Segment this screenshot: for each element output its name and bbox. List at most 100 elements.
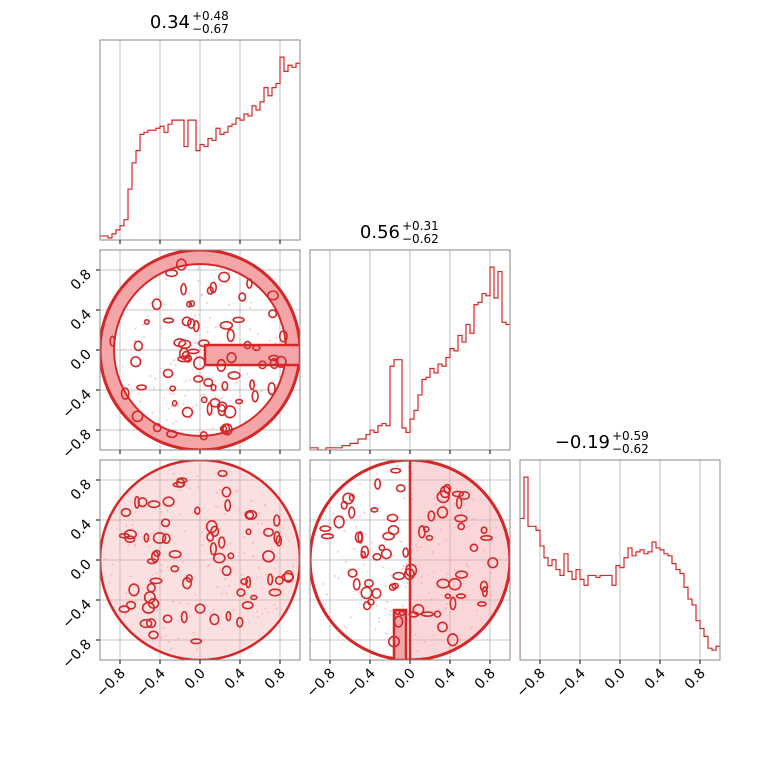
scatter-point: [357, 592, 360, 595]
scatter-point: [258, 511, 261, 514]
scatter-point: [127, 544, 130, 547]
scatter-point: [469, 524, 472, 527]
contour-island: [458, 491, 471, 500]
scatter-point: [400, 540, 403, 543]
scatter-point: [195, 404, 198, 407]
contour-island: [425, 534, 434, 541]
scatter-point: [384, 539, 387, 542]
contour-island: [433, 610, 442, 618]
scatter-point: [165, 419, 168, 422]
scatter-point: [249, 328, 252, 331]
scatter-point: [212, 412, 215, 415]
scatter-point: [223, 512, 226, 515]
contour-island: [133, 340, 144, 352]
scatter-point: [384, 478, 387, 481]
scatter-point: [225, 282, 228, 285]
contour-island: [181, 316, 192, 327]
contour-island: [391, 582, 399, 590]
scatter-point: [448, 555, 451, 558]
contour-island: [436, 490, 450, 504]
contour-island: [209, 613, 220, 626]
contour-island: [372, 552, 382, 561]
scatter-point: [195, 648, 198, 651]
contour-island: [227, 371, 241, 380]
scatter-point: [221, 396, 224, 399]
scatter-point: [229, 542, 232, 545]
scatter-point: [188, 292, 191, 295]
scatter-point: [329, 564, 332, 567]
scatter-point: [196, 475, 199, 478]
scatter-point: [433, 634, 436, 637]
scatter-point: [260, 612, 263, 615]
scatter-point: [132, 339, 135, 342]
contour-island: [128, 583, 140, 597]
contour-island: [408, 611, 420, 618]
scatter-point: [292, 565, 295, 568]
scatter-point: [160, 564, 163, 567]
contour-island: [217, 404, 227, 417]
scatter-point: [208, 317, 211, 320]
contour-half-disc: [408, 460, 510, 660]
contour-island: [124, 535, 136, 543]
scatter-point: [169, 392, 172, 395]
scatter-point: [256, 615, 259, 618]
scatter-point: [278, 574, 281, 577]
scatter-point: [172, 473, 175, 476]
scatter-point: [166, 566, 169, 569]
scatter-point: [153, 388, 156, 391]
contour-island: [241, 600, 254, 610]
scatter-point: [223, 325, 226, 328]
x-tick-label: −0.4: [343, 665, 378, 700]
scatter-point: [401, 568, 404, 571]
scatter-point: [163, 397, 166, 400]
scatter-point: [179, 601, 182, 604]
x-tick-label: −0.4: [133, 665, 168, 700]
scatter-point: [169, 362, 172, 365]
scatter-point: [104, 557, 107, 560]
scatter-point: [183, 530, 186, 533]
contour-island: [125, 600, 137, 610]
scatter-point: [152, 386, 155, 389]
contour-island: [320, 533, 335, 540]
scatter-point: [240, 574, 243, 577]
scatter-point: [220, 267, 223, 270]
scatter-point: [228, 304, 231, 307]
contour-island: [187, 318, 196, 329]
scatter-point: [462, 500, 465, 503]
panel-title-plus: +0.31: [402, 219, 439, 233]
scatter-point: [365, 533, 368, 536]
scatter-point: [447, 559, 450, 562]
scatter-point: [252, 542, 255, 545]
scatter-point: [170, 647, 173, 650]
contour-island: [347, 568, 358, 578]
scatter-point: [206, 302, 209, 305]
panel-title-value: 0.56: [360, 222, 400, 243]
contour-island: [218, 271, 231, 283]
scatter-point: [221, 592, 224, 595]
contour-island: [160, 518, 171, 528]
x-tick-label: 0.4: [432, 665, 459, 692]
scatter-point: [209, 611, 212, 614]
x-tick-label: 0.0: [392, 666, 419, 693]
contour-island: [221, 380, 229, 392]
contour-island: [226, 351, 237, 364]
scatter-point: [353, 547, 356, 550]
scatter-point: [166, 509, 169, 512]
histogram-step: [100, 56, 300, 240]
contour-island: [333, 515, 345, 529]
contour-island: [352, 578, 361, 591]
histogram-step: [310, 266, 510, 450]
scatter-point: [440, 528, 443, 531]
scatter-point: [344, 627, 347, 630]
scatter-point: [460, 511, 463, 514]
scatter-point: [337, 577, 340, 580]
scatter-point: [120, 559, 123, 562]
contour-island: [420, 611, 435, 617]
scatter-point: [489, 594, 492, 597]
scatter-point: [111, 563, 114, 566]
panel-title-minus: −0.62: [612, 442, 649, 456]
contour-island: [109, 335, 116, 347]
scatter-point: [125, 524, 128, 527]
contour-island: [221, 486, 232, 498]
scatter-point: [214, 505, 217, 508]
